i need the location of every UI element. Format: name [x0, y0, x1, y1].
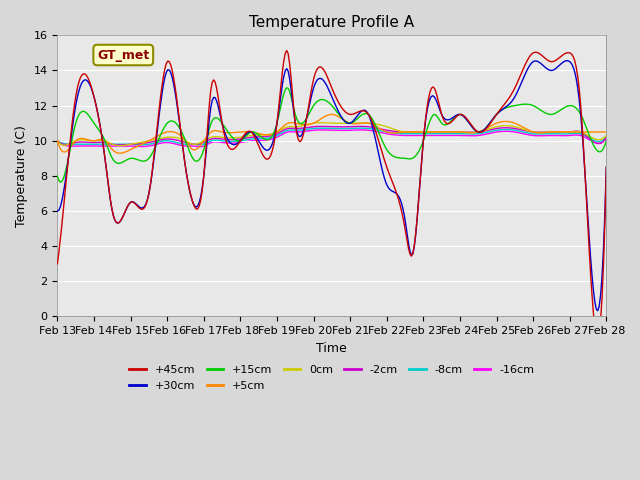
Legend: +45cm, +30cm, +15cm, +5cm, 0cm, -2cm, -8cm, -16cm: +45cm, +30cm, +15cm, +5cm, 0cm, -2cm, -8…: [125, 361, 539, 395]
X-axis label: Time: Time: [317, 342, 348, 355]
Title: Temperature Profile A: Temperature Profile A: [250, 15, 415, 30]
Y-axis label: Temperature (C): Temperature (C): [15, 125, 28, 227]
Text: GT_met: GT_met: [97, 48, 149, 61]
